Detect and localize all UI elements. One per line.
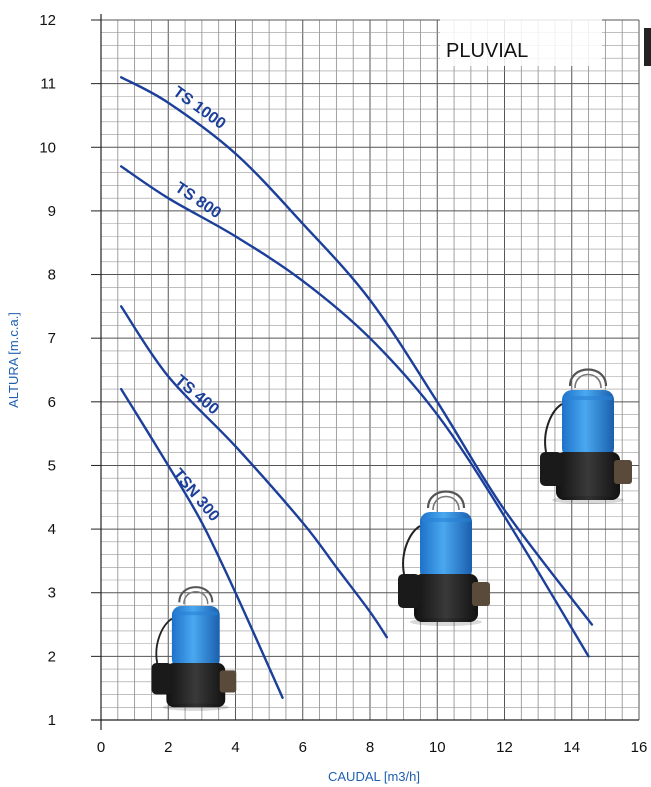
x-tick-label: 8: [366, 739, 374, 756]
pluvial-tag: PLUVIAL: [446, 40, 528, 62]
curve-ts-1000: [119, 76, 594, 626]
curve-label-ts-400: TS 400: [171, 372, 222, 418]
x-tick-label: 0: [97, 739, 105, 756]
y-tick-label: 12: [39, 12, 56, 29]
x-tick-label: 2: [164, 739, 172, 756]
x-tick-label: 16: [631, 739, 648, 756]
y-tick-label: 11: [40, 76, 56, 93]
curve-ts-800: [119, 165, 590, 658]
y-tick-label: 1: [48, 712, 56, 729]
x-tick-label: 12: [496, 739, 513, 756]
curves: [119, 76, 594, 699]
corner-marker: [644, 28, 651, 66]
y-tick-label: 9: [48, 203, 56, 220]
x-tick-label: 14: [563, 739, 580, 756]
x-axis-label: CAUDAL [m3/h]: [328, 769, 420, 784]
x-tick-label: 10: [429, 739, 446, 756]
x-tick-label: 6: [299, 739, 307, 756]
y-tick-label: 10: [39, 139, 56, 156]
y-tick-label: 8: [48, 267, 56, 284]
x-tick-label: 4: [231, 739, 239, 756]
y-tick-label: 3: [48, 585, 56, 602]
pump-large-image: [538, 368, 634, 506]
y-tick-label: 5: [48, 457, 56, 474]
y-tick-label: 7: [48, 330, 56, 347]
y-tick-label: 6: [48, 394, 56, 411]
pump-medium-image: [396, 490, 492, 628]
curve-ts-400: [119, 305, 389, 639]
y-axis-label: ALTURA [m.c.a.]: [6, 312, 21, 408]
curve-tsn-300: [119, 387, 284, 699]
y-tick-label: 2: [48, 648, 56, 665]
pluvial-tag-box: [440, 18, 602, 66]
y-tick-label: 4: [48, 521, 56, 538]
pump-images: [150, 368, 634, 712]
